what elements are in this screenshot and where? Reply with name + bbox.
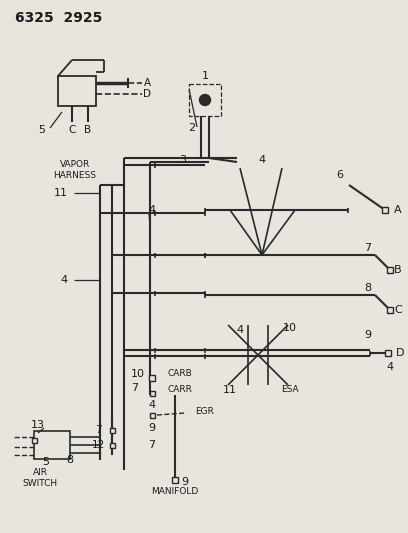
Text: EGR: EGR bbox=[195, 408, 214, 416]
Bar bbox=[189, 84, 221, 116]
Text: 5: 5 bbox=[42, 457, 49, 467]
Text: VAPOR
HARNESS: VAPOR HARNESS bbox=[53, 160, 97, 180]
Text: D: D bbox=[396, 348, 404, 358]
Text: 6: 6 bbox=[337, 170, 344, 180]
Text: 11: 11 bbox=[223, 385, 237, 395]
Text: 9: 9 bbox=[364, 330, 372, 340]
Bar bbox=[109, 442, 115, 448]
Text: C: C bbox=[68, 125, 76, 135]
Text: AIR
SWITCH: AIR SWITCH bbox=[22, 469, 58, 488]
Bar bbox=[58, 76, 96, 106]
Text: A: A bbox=[394, 205, 401, 215]
Bar bbox=[149, 375, 155, 381]
Bar bbox=[387, 307, 393, 313]
Text: 8: 8 bbox=[67, 455, 73, 465]
Bar bbox=[385, 350, 391, 356]
Text: 6325  2925: 6325 2925 bbox=[15, 11, 102, 25]
Text: CARB: CARB bbox=[168, 369, 193, 378]
Text: 4: 4 bbox=[258, 155, 266, 165]
Text: 3: 3 bbox=[180, 155, 186, 165]
Bar bbox=[109, 427, 115, 432]
Text: 2: 2 bbox=[188, 123, 195, 133]
Text: 4: 4 bbox=[386, 362, 394, 372]
Text: 11: 11 bbox=[54, 188, 68, 198]
Text: B: B bbox=[394, 265, 401, 275]
Text: 10: 10 bbox=[283, 323, 297, 333]
Bar bbox=[172, 477, 178, 483]
Text: 9: 9 bbox=[182, 477, 188, 487]
Text: ESA: ESA bbox=[281, 385, 299, 394]
Text: 7: 7 bbox=[364, 243, 372, 253]
Bar bbox=[149, 413, 155, 417]
Text: 1: 1 bbox=[202, 71, 208, 81]
Text: 8: 8 bbox=[364, 283, 372, 293]
Bar bbox=[31, 438, 36, 442]
Text: 4: 4 bbox=[149, 205, 155, 215]
Text: 4: 4 bbox=[61, 275, 68, 285]
Text: 7: 7 bbox=[149, 440, 155, 450]
Text: 5: 5 bbox=[38, 125, 46, 135]
Text: 7: 7 bbox=[95, 425, 101, 435]
Text: 7: 7 bbox=[131, 383, 138, 393]
Text: B: B bbox=[84, 125, 91, 135]
Bar bbox=[387, 267, 393, 273]
Bar bbox=[34, 431, 70, 459]
Text: C: C bbox=[394, 305, 402, 315]
Text: 4: 4 bbox=[237, 325, 244, 335]
Text: 10: 10 bbox=[131, 369, 145, 379]
Text: MANIFOLD: MANIFOLD bbox=[151, 488, 199, 497]
Bar bbox=[149, 391, 155, 395]
Text: 13: 13 bbox=[31, 420, 45, 430]
Text: 4: 4 bbox=[149, 400, 155, 410]
Bar bbox=[382, 207, 388, 213]
Text: A: A bbox=[144, 78, 151, 88]
Text: D: D bbox=[143, 89, 151, 99]
Circle shape bbox=[200, 94, 211, 106]
Text: 12: 12 bbox=[91, 440, 104, 450]
Text: CARR: CARR bbox=[168, 385, 193, 394]
Text: 9: 9 bbox=[149, 423, 155, 433]
